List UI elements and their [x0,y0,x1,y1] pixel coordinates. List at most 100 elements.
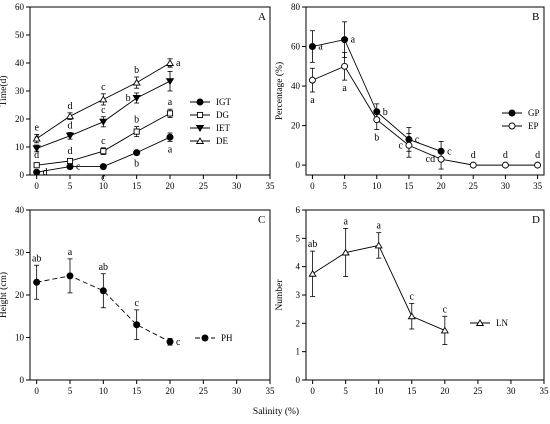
data-point-dg [133,128,140,135]
data-point-de [132,78,141,86]
series-line-ep [312,65,538,166]
data-point-ln [407,312,416,320]
x-tick-label: 20 [166,386,176,396]
panel-a: 0 5 10 15 20 25 30 350102030405060Time(d)Adccba… [0,2,275,191]
legend-marker [201,334,209,342]
x-tick-label: 35 [533,181,543,191]
x-tick-label: 15 [404,181,414,191]
legend: PH [195,333,233,343]
significance-letter: d [34,150,39,161]
x-tick-label: 30 [501,181,511,191]
significance-letter: c [398,140,403,151]
x-tick-label: 30 [232,181,242,191]
x-tick-label: 10 [99,181,109,191]
data-point-iet [65,132,75,140]
data-point-ln [341,248,350,256]
y-tick-label: 1 [296,347,301,357]
data-point-ph [99,287,107,295]
y-tick-label: 20 [291,121,301,131]
data-point-igt [66,163,74,171]
significance-letter: b [134,65,139,76]
legend-label: EP [528,121,539,131]
x-tick-label: 25 [199,181,209,191]
data-point-ph [133,321,141,329]
data-point-ep [405,141,413,149]
data-point-ep [534,161,542,169]
x-tick-label: 15 [407,386,417,396]
data-point-ep [437,155,445,163]
data-point-iet [165,78,175,86]
significance-letter: c [410,292,415,303]
legend-marker [195,125,205,132]
x-tick-label: 35 [266,386,276,396]
legend-marker [196,98,204,106]
legend-marker [508,109,516,117]
x-tick-label: 30 [232,386,242,396]
y-tick-label: 40 [15,58,25,68]
data-point-ep [341,62,349,70]
y-tick-label: 60 [291,42,301,52]
significance-letter: d [68,101,73,112]
legend-marker [195,137,205,144]
series-line-ph [36,275,171,343]
data-point-ln [308,269,317,277]
legend-label: IGT [216,97,231,107]
significance-letter: c [101,136,106,147]
data-point-igt [133,149,141,157]
significance-letter: a [342,83,347,94]
y-tick-label: 0 [296,160,301,170]
significance-letter: a [168,144,173,155]
data-point-iet [132,95,141,102]
data-point-ep [308,76,316,84]
x-tick-label: 10 [99,386,109,396]
significance-letter: a [310,95,315,106]
significance-letter: c [76,162,81,173]
x-tick-label: 35 [266,181,276,191]
significance-letter: d [68,120,73,131]
y-tick-label: 0 [296,375,301,385]
panel-letter: A [258,11,266,23]
panel-letter: B [532,11,539,23]
x-tick-label: 0 [34,181,39,191]
y-tick-label: 30 [15,248,25,258]
y-tick-label: 80 [291,2,301,12]
y-tick-label: 4 [296,262,301,272]
significance-letter: a [343,216,348,227]
data-point-ln [374,241,383,249]
x-tick-label: 25 [473,386,483,396]
x-tick-label: 15 [132,181,142,191]
legend-label: GP [528,108,540,118]
significance-letter: d [68,146,73,157]
data-point-iet [99,118,108,126]
significance-letter: c [101,173,106,184]
plot-frame [305,209,545,381]
plot-frame [305,6,545,176]
significance-letter: b [374,133,379,144]
data-point-gp [308,43,316,51]
y-tick-label: 60 [15,2,25,12]
x-tick-label: 5 [342,181,347,191]
data-point-ep [469,161,477,169]
x-tick-label: 5 [68,386,73,396]
significance-letter: c [134,298,139,309]
x-tick-label: 0 [310,386,315,396]
data-point-de [99,95,108,103]
significance-letter: a [318,42,323,53]
legend-marker [475,319,485,326]
shared-x-axis-title: Salinity (%) [253,406,299,417]
significance-letter: a [351,35,356,46]
data-point-dg [166,110,174,117]
legend-label: PH [221,333,233,343]
y-tick-label: 20 [15,114,25,124]
x-tick-label: 20 [437,181,447,191]
data-point-igt [99,163,107,171]
legend-label: DE [216,136,228,146]
y-tick-label: 50 [15,30,25,40]
x-tick-label: 20 [440,386,450,396]
significance-letter: d [535,150,540,161]
data-point-ln [440,326,449,334]
legend: GP EP [502,108,540,131]
x-tick-label: 25 [469,181,479,191]
significance-letter: a [176,58,181,69]
significance-letter: b [383,107,388,118]
